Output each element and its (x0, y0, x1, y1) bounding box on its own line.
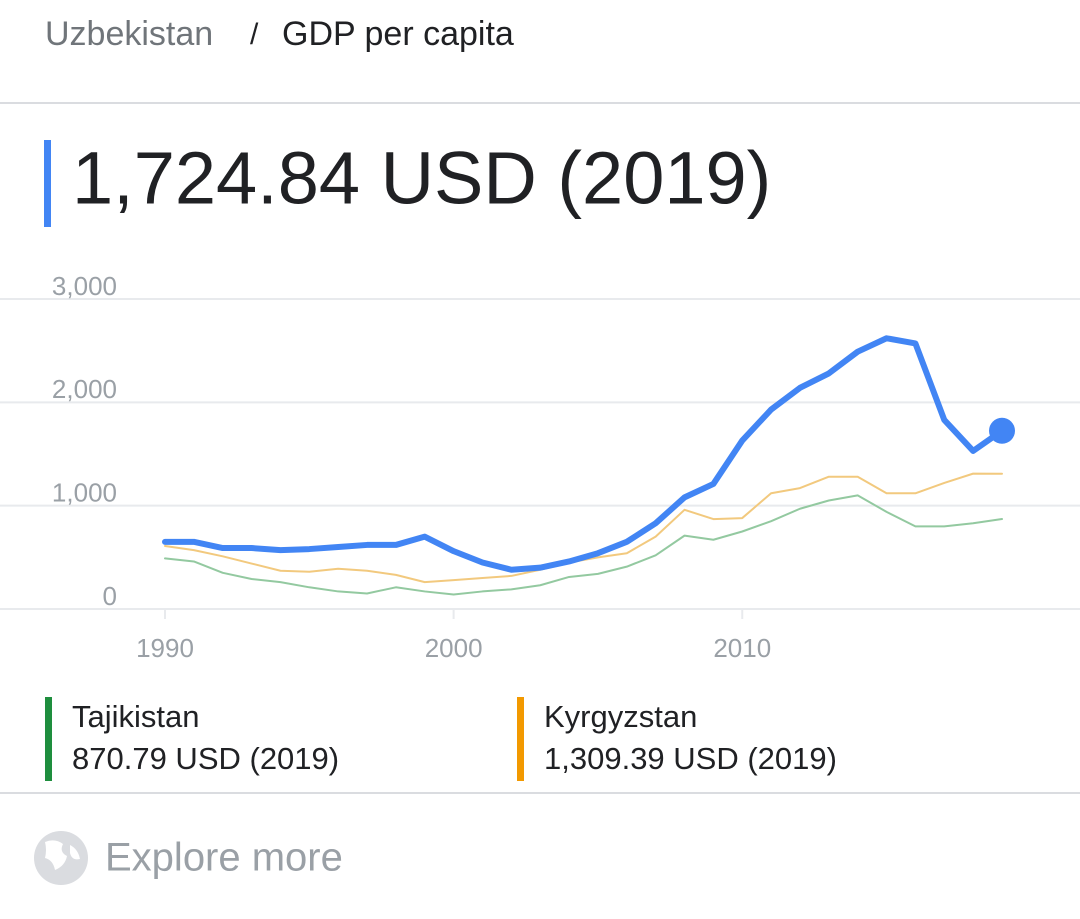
latest-point (989, 417, 1015, 444)
legend-value: 870.79 USD (2019) (72, 741, 339, 776)
globe-land (45, 840, 80, 870)
y-tick-label: 2,000 (52, 374, 117, 404)
explore-more-link[interactable]: Explore more (105, 836, 343, 880)
headline-bar (44, 140, 51, 227)
breadcrumb-topic: GDP per capita (282, 15, 514, 53)
legend-name: Tajikistan (72, 699, 200, 734)
y-tick-label: 1,000 (52, 478, 117, 508)
legend-name: Kyrgyzstan (544, 699, 697, 734)
series-line (162, 335, 1005, 573)
explore-more[interactable]: Explore more (34, 831, 343, 885)
legend-swatch (45, 697, 52, 781)
x-tick-label: 2010 (713, 633, 771, 663)
plot: 0 1,000 2,000 3,000 1990 2000 2010 (0, 271, 1080, 663)
legend-swatch (517, 697, 524, 781)
y-tick-label: 0 (103, 581, 117, 611)
legend-value: 1,309.39 USD (2019) (544, 741, 837, 776)
series-line (164, 472, 1003, 584)
breadcrumb-country: Uzbekistan (45, 15, 213, 53)
breadcrumb-separator: / (250, 18, 259, 51)
legend: Tajikistan 870.79 USD (2019) Kyrgyzstan 1,3… (45, 697, 837, 781)
x-tick-label: 2000 (425, 633, 483, 663)
series-line (164, 494, 1003, 596)
headline-value: 1,724.84 USD (2019) (72, 137, 771, 220)
y-tick-label: 3,000 (52, 271, 117, 301)
x-tick-label: 1990 (136, 633, 194, 663)
